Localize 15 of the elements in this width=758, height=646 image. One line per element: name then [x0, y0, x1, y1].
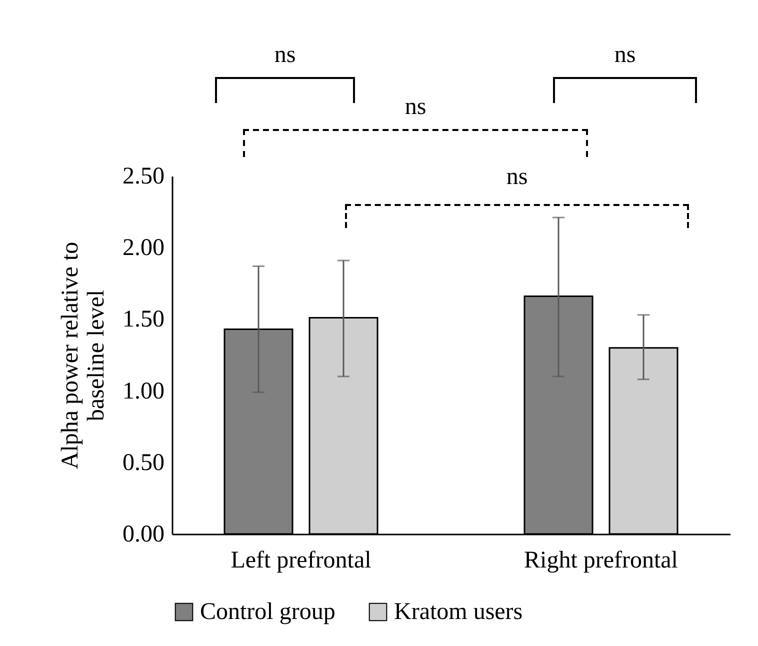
y-tick-label: 0.00 — [122, 522, 164, 548]
text: ns — [274, 42, 296, 69]
annotation: ns — [506, 164, 528, 191]
x-tick-label: Right prefrontal — [524, 548, 678, 574]
y-tick-label: 1.50 — [122, 306, 164, 333]
text: ns — [614, 42, 636, 69]
text: ns — [404, 94, 426, 121]
y-tick-label: 2.00 — [122, 235, 164, 262]
legend-label: Kratom users — [394, 599, 523, 625]
y-tick-label: 0.50 — [122, 450, 164, 476]
y-axis-title: Alpha power relative to baseline level — [58, 242, 110, 470]
y-tick-label: 2.50 — [122, 164, 164, 190]
y-tick-label: 1.00 — [122, 378, 164, 404]
legend-label: Control group — [200, 599, 336, 625]
x-tick-label: Left prefrontal — [230, 548, 372, 574]
